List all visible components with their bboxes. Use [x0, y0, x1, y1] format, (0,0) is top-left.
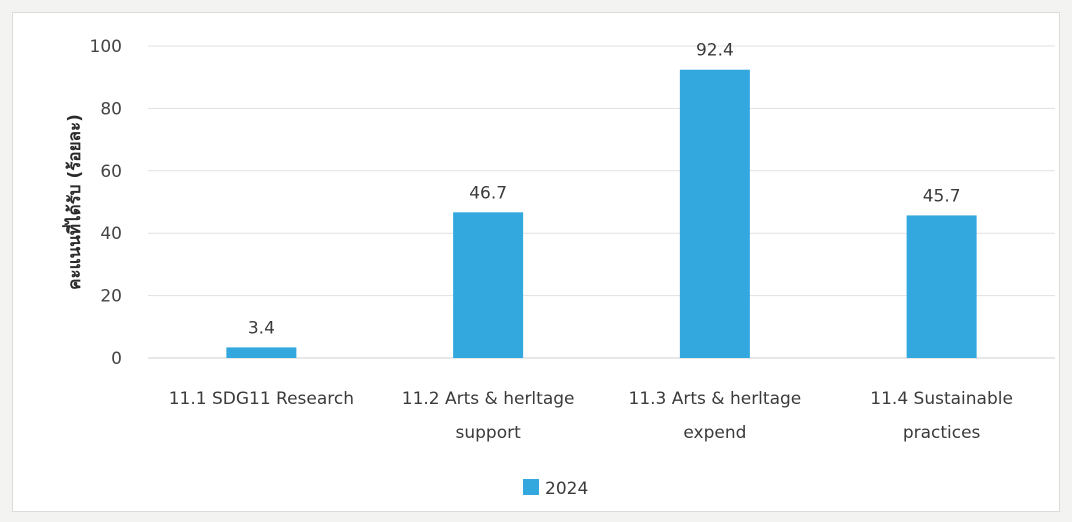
bars	[226, 69, 977, 358]
bar	[226, 347, 297, 358]
bar	[453, 212, 524, 358]
legend-label: 2024	[545, 479, 588, 499]
y-axis-ticks: 0 20 40 60 80 100	[90, 37, 122, 369]
x-category-label: support	[455, 423, 521, 443]
y-axis-title: คะแนนที่ได้รับ (ร้อยละ)	[62, 114, 85, 290]
x-category-label: 11.1 SDG11 Research	[169, 389, 354, 409]
y-tick-label: 100	[90, 37, 122, 57]
y-tick-label: 40	[100, 224, 122, 244]
data-label: 92.4	[696, 41, 734, 61]
x-category-label: 11.2 Arts & herltage	[402, 389, 575, 409]
bar	[679, 69, 750, 358]
y-tick-label: 80	[100, 99, 122, 119]
x-category-label: expend	[683, 423, 746, 443]
data-label: 3.4	[248, 318, 275, 338]
data-labels: 3.4 46.7 92.4 45.7	[248, 41, 961, 339]
x-category-label: practices	[903, 423, 981, 443]
legend: 2024	[523, 479, 588, 499]
data-label: 46.7	[469, 183, 507, 203]
chart-frame	[12, 12, 1060, 512]
y-tick-label: 20	[100, 287, 122, 307]
bar	[906, 215, 977, 358]
y-tick-label: 0	[111, 349, 122, 369]
gridlines	[148, 45, 1055, 359]
legend-swatch	[523, 479, 539, 495]
x-axis-categories: 11.1 SDG11 Research 11.2 Arts & herltage s…	[169, 389, 1013, 443]
y-tick-label: 60	[100, 162, 122, 182]
x-category-label: 11.4 Sustainable	[870, 389, 1013, 409]
data-label: 45.7	[923, 186, 961, 206]
x-category-label: 11.3 Arts & herltage	[629, 389, 802, 409]
